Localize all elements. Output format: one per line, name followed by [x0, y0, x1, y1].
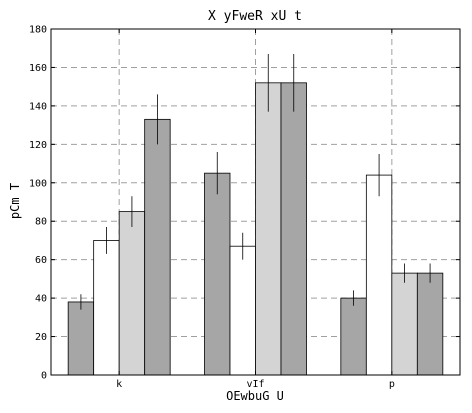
y-tick-label: 100: [29, 178, 47, 189]
x-tick-label: vIf: [246, 379, 264, 390]
bar: [67, 301, 95, 376]
bar: [391, 272, 418, 376]
y-tick-label: 180: [29, 25, 47, 36]
y-tick-label: 140: [29, 101, 47, 112]
bar: [118, 211, 146, 376]
ticks: 0 20 40 60 80 100 120 140 160 180 k vIf p: [29, 25, 460, 390]
bar: [255, 82, 282, 376]
bar: [93, 240, 120, 376]
bar: [340, 297, 367, 376]
bar: [229, 245, 256, 376]
y-axis-label: pCm T: [8, 183, 22, 219]
bar: [416, 272, 444, 376]
x-tick-label: p: [389, 379, 395, 390]
chart-title: X yFweR xU t: [208, 9, 302, 24]
error-bars: [80, 53, 431, 310]
y-tick-label: 60: [35, 255, 47, 266]
y-tick-label: 160: [29, 63, 47, 74]
bar: [144, 118, 171, 376]
bar: [280, 82, 307, 376]
bar: [365, 174, 393, 376]
y-tick-label: 20: [35, 332, 47, 343]
x-tick-label: k: [116, 379, 122, 390]
x-axis-label: OEwbuG U: [226, 389, 284, 403]
bars: [67, 82, 444, 376]
bar: [204, 172, 231, 376]
y-tick-label: 120: [29, 140, 47, 151]
y-tick-label: 0: [41, 371, 47, 382]
y-tick-label: 40: [35, 294, 47, 305]
y-tick-label: 80: [35, 217, 47, 228]
